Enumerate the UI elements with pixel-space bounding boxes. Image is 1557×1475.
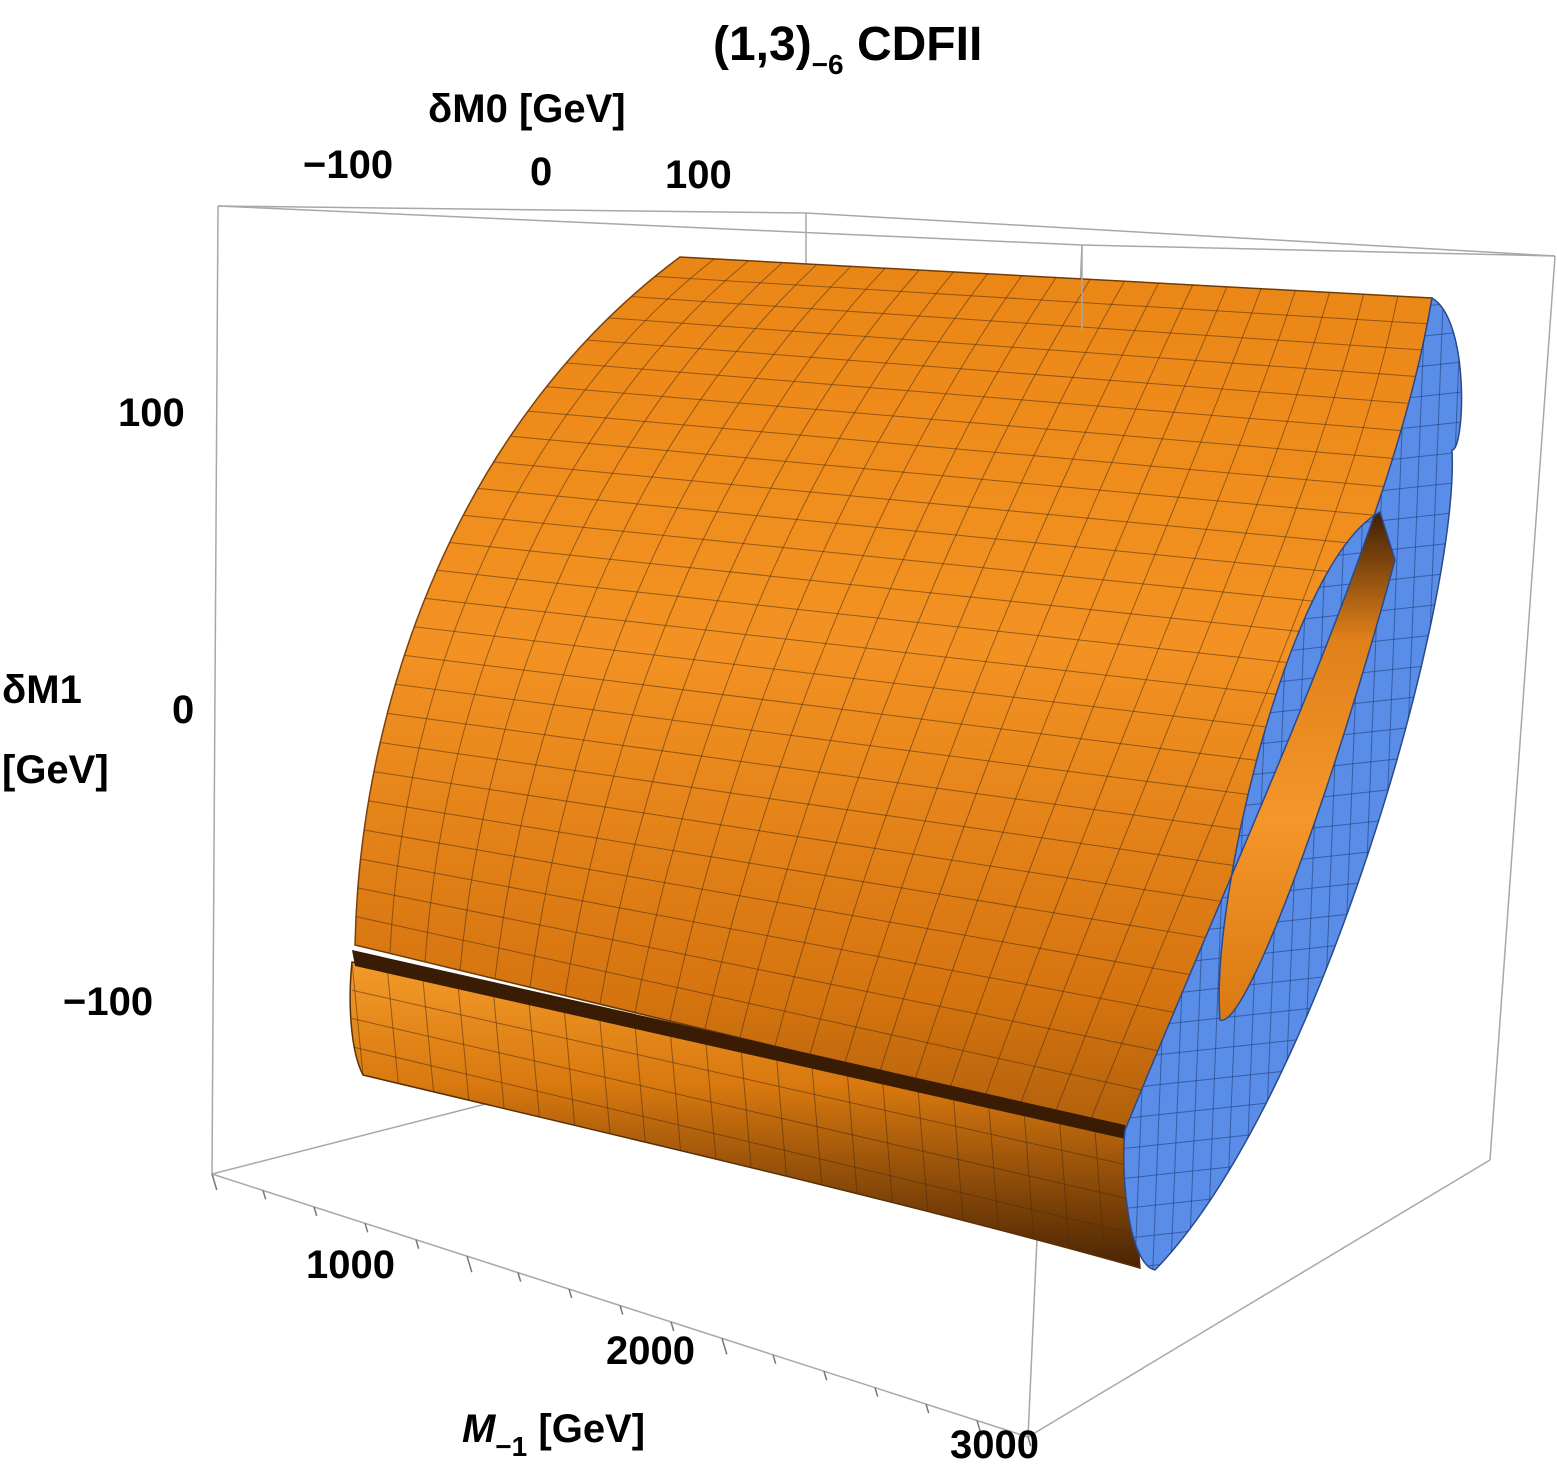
z-tick-label: 100 xyxy=(118,391,185,435)
mesh-line xyxy=(351,989,1136,1168)
surface-inner-wall xyxy=(1219,512,1395,1021)
mesh-curve xyxy=(774,279,1091,1047)
x-tick-label: 1000 xyxy=(306,1243,395,1287)
surface-gap-shadow xyxy=(352,950,1130,1140)
mesh-curve xyxy=(459,262,783,971)
x-tick-mark xyxy=(619,1305,624,1315)
mesh-curve xyxy=(844,282,1159,1063)
mesh-curve xyxy=(599,269,920,1004)
x-tick-label: 2000 xyxy=(606,1329,695,1373)
mesh-line xyxy=(599,1016,611,1137)
mesh-curve xyxy=(1089,295,1399,1122)
x-tick-mark xyxy=(466,1255,473,1273)
mesh-curve xyxy=(704,275,1023,1030)
mesh-curve xyxy=(914,286,1228,1080)
mesh-curve xyxy=(529,265,852,988)
x-tick-mark xyxy=(823,1371,828,1381)
mesh-line xyxy=(1123,1259,1462,1270)
y-axis-title: δM0 [GeV] xyxy=(428,87,626,131)
y-tick-label: 100 xyxy=(665,153,732,197)
mesh-curve xyxy=(424,260,749,962)
mesh-curve xyxy=(634,271,954,1013)
x-tick-mark xyxy=(721,1338,728,1355)
z-tick-label: 0 xyxy=(172,688,194,732)
surface-upper-band xyxy=(354,256,1433,1131)
surface-lower-band xyxy=(349,961,1141,1270)
x-tick-mark xyxy=(517,1272,522,1282)
x-axis-ticks xyxy=(211,1173,1032,1447)
mesh-curve xyxy=(949,288,1262,1089)
x-tick-mark xyxy=(925,1403,930,1414)
x-tick-mark xyxy=(976,1420,983,1437)
x-tick-mark xyxy=(1027,1436,1032,1447)
mesh-line xyxy=(422,977,435,1093)
x-tick-mark xyxy=(262,1190,267,1200)
z-axis-title-line1: δM1 xyxy=(2,668,82,712)
z-axis-title-line2: [GeV] xyxy=(2,748,109,792)
mesh-line xyxy=(563,1008,576,1128)
x-tick-label: 3000 xyxy=(950,1423,1039,1467)
x-tick-mark xyxy=(874,1387,879,1397)
mesh-curve xyxy=(494,264,818,979)
x-tick-mark xyxy=(670,1321,675,1332)
mesh-curve xyxy=(564,267,886,996)
mesh-curve xyxy=(809,280,1125,1055)
mesh-line xyxy=(528,1000,541,1119)
mesh-curve xyxy=(389,258,715,954)
x-tick-mark xyxy=(415,1239,420,1249)
mesh-curve xyxy=(879,284,1194,1072)
mesh-line xyxy=(386,969,399,1084)
chart-title: (1,3)−6 CDFII xyxy=(713,18,982,80)
x-tick-mark xyxy=(364,1223,369,1233)
x-tick-mark xyxy=(568,1288,573,1299)
mesh-curve xyxy=(669,273,988,1021)
mesh-line xyxy=(351,1018,1136,1201)
mesh-curve xyxy=(1054,294,1365,1114)
x-tick-mark xyxy=(211,1173,218,1191)
mesh-line xyxy=(457,985,470,1102)
mesh-line xyxy=(669,1031,682,1154)
mesh-line xyxy=(351,1046,1136,1235)
z-tick-label: −100 xyxy=(63,980,153,1024)
mesh-curve xyxy=(739,277,1057,1038)
mesh-curve xyxy=(984,290,1296,1097)
mesh-line xyxy=(775,1055,788,1181)
mesh-line xyxy=(811,1063,823,1190)
mesh-line xyxy=(634,1024,647,1146)
mesh-line xyxy=(492,993,505,1111)
mesh-line xyxy=(351,962,364,1076)
x-tick-mark xyxy=(313,1206,318,1217)
mesh-curve xyxy=(1019,292,1330,1105)
x-tick-mark xyxy=(772,1354,777,1365)
mesh-line xyxy=(705,1039,717,1163)
y-tick-label: −100 xyxy=(303,143,393,187)
x-axis-title: M−1 [GeV] xyxy=(462,1407,645,1462)
mesh-line xyxy=(740,1047,752,1172)
y-tick-label: 0 xyxy=(530,150,552,194)
